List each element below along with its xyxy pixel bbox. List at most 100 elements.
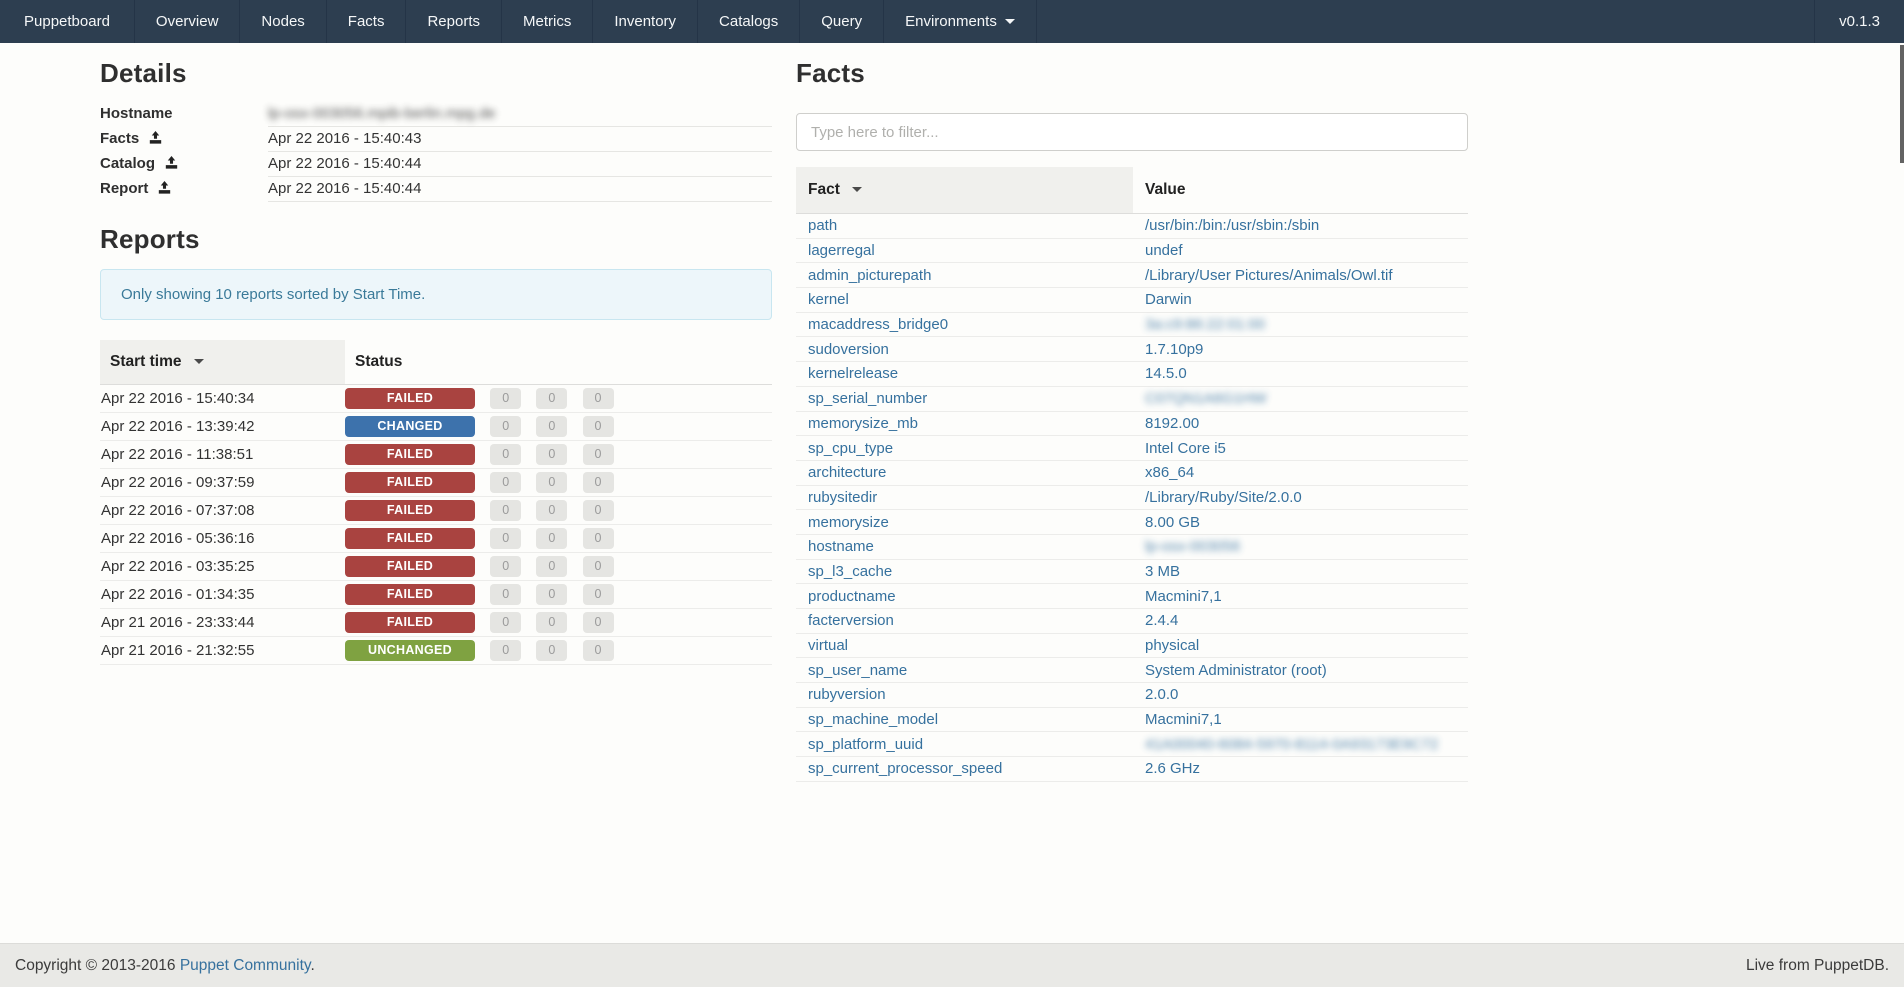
- footer-copyright-text: Copyright © 2013-2016: [15, 956, 180, 974]
- fact-name-link[interactable]: architecture: [808, 464, 887, 482]
- fact-value: System Administrator (root): [1133, 657, 1468, 684]
- nav-item-catalogs[interactable]: Catalogs: [698, 0, 801, 43]
- report-status-badge: FAILED: [345, 443, 475, 465]
- nav-item-query[interactable]: Query: [800, 0, 885, 43]
- nav-environments-dropdown[interactable]: Environments: [884, 0, 1037, 43]
- fact-name-link[interactable]: facterversion: [808, 612, 894, 630]
- reports-title: Reports: [100, 223, 200, 254]
- report-metric-count: 0: [490, 527, 522, 549]
- report-row: Apr 21 2016 - 23:33:44 FAILED 0 0 0: [100, 608, 772, 637]
- nav-item-metrics[interactable]: Metrics: [502, 0, 594, 43]
- fact-value: 3 MB: [1133, 559, 1468, 585]
- report-status-cell: FAILED 0 0 0: [345, 468, 772, 497]
- report-metric-count: 0: [536, 555, 568, 577]
- fact-name-link[interactable]: macaddress_bridge0: [808, 316, 949, 334]
- fact-value: /Library/User Pictures/Animals/Owl.tif: [1133, 262, 1468, 289]
- fact-value: C07QN1A6G1HW: [1133, 386, 1468, 412]
- fact-value: Darwin: [1133, 287, 1468, 313]
- fact-value: undef: [1133, 238, 1468, 264]
- nav-item-nodes[interactable]: Nodes: [240, 0, 327, 43]
- report-metric-count: 0: [490, 611, 522, 633]
- column-header-start-time[interactable]: Start time: [100, 339, 345, 385]
- report-metric-count: 0: [582, 499, 614, 521]
- right-column: Facts Fact Value path /usr/bin:/bin:/usr…: [796, 43, 1468, 782]
- upload-icon[interactable]: [149, 131, 162, 144]
- facts-filter-input[interactable]: [796, 113, 1468, 151]
- report-status-cell: FAILED 0 0 0: [345, 552, 772, 581]
- fact-row: kernel Darwin: [796, 287, 1468, 313]
- details-value: Apr 22 2016 - 15:40:43: [268, 126, 772, 152]
- fact-name-link[interactable]: sp_serial_number: [808, 390, 928, 408]
- facts-table: Fact Value path /usr/bin:/bin:/usr/sbin:…: [796, 167, 1468, 782]
- report-metric-count: 0: [536, 415, 568, 437]
- report-row: Apr 22 2016 - 05:36:16 FAILED 0 0 0: [100, 524, 772, 553]
- report-metric-count: 0: [582, 555, 614, 577]
- column-header-status[interactable]: Status: [345, 339, 772, 385]
- report-metric-count: 0: [490, 415, 522, 437]
- fact-name-link[interactable]: path: [808, 217, 838, 235]
- fact-name-link[interactable]: sp_machine_model: [808, 711, 939, 729]
- nav-item-overview[interactable]: Overview: [135, 0, 241, 43]
- report-start-time: Apr 22 2016 - 01:34:35: [100, 580, 345, 609]
- fact-name-link[interactable]: memorysize_mb: [808, 414, 919, 432]
- fact-row: sp_machine_model Macmini7,1: [796, 707, 1468, 733]
- nav-item-reports[interactable]: Reports: [406, 0, 502, 43]
- fact-row: hostname lp-osx-003056: [796, 534, 1468, 560]
- column-header-value[interactable]: Value: [1133, 167, 1468, 214]
- report-metric-count: 0: [582, 415, 614, 437]
- puppet-community-link[interactable]: Puppet Community: [179, 956, 311, 974]
- fact-name-link[interactable]: admin_picturepath: [808, 266, 932, 284]
- upload-icon[interactable]: [165, 156, 178, 169]
- fact-value: lp-osx-003056: [1133, 534, 1468, 560]
- report-metric-count: 0: [490, 443, 522, 465]
- reports-table: Start time Status Apr 22 2016 - 15:40:34…: [100, 339, 772, 665]
- fact-value: 3a:c9:86:22:01:00: [1133, 312, 1468, 338]
- navbar-version: v0.1.3: [1814, 0, 1904, 43]
- nav-item-facts[interactable]: Facts: [327, 0, 407, 43]
- fact-row: architecture x86_64: [796, 460, 1468, 486]
- fact-name-link[interactable]: kernel: [808, 291, 849, 309]
- report-metric-count: 0: [490, 387, 522, 409]
- fact-value: x86_64: [1133, 460, 1468, 486]
- report-metric-count: 0: [536, 639, 568, 661]
- fact-row: memorysize_mb 8192.00: [796, 411, 1468, 437]
- nav-item-inventory[interactable]: Inventory: [593, 0, 699, 43]
- navbar: Puppetboard Overview Nodes Facts Reports Met…: [0, 0, 1904, 43]
- sort-caret-icon: [852, 187, 863, 193]
- fact-name-link[interactable]: kernelrelease: [808, 365, 899, 383]
- fact-name-link[interactable]: productname: [808, 587, 896, 605]
- report-row: Apr 22 2016 - 09:37:59 FAILED 0 0 0: [100, 468, 772, 497]
- report-metric-count: 0: [536, 471, 568, 493]
- fact-name-link[interactable]: sp_user_name: [808, 661, 908, 679]
- report-status-badge: FAILED: [345, 527, 475, 549]
- vertical-scrollbar[interactable]: [1900, 45, 1904, 163]
- column-header-fact[interactable]: Fact: [796, 167, 1133, 214]
- fact-name-link[interactable]: sudoversion: [808, 340, 889, 358]
- report-metric-count: 0: [582, 443, 614, 465]
- upload-icon[interactable]: [158, 181, 171, 194]
- fact-name-link[interactable]: sp_current_processor_speed: [808, 760, 1003, 778]
- fact-value: Macmini7,1: [1133, 583, 1468, 609]
- fact-value: 8.00 GB: [1133, 509, 1468, 535]
- fact-name-link[interactable]: lagerregal: [808, 242, 875, 260]
- fact-name-link[interactable]: hostname: [808, 538, 874, 556]
- fact-name-link[interactable]: rubyversion: [808, 686, 886, 704]
- fact-name-link[interactable]: sp_cpu_type: [808, 439, 894, 457]
- report-status-badge: FAILED: [345, 611, 475, 633]
- report-metric-count: 0: [582, 639, 614, 661]
- navbar-brand[interactable]: Puppetboard: [0, 0, 135, 43]
- details-row: Facts Apr 22 2016 - 15:40:43: [100, 126, 772, 152]
- report-start-time: Apr 22 2016 - 03:35:25: [100, 552, 345, 581]
- report-metric-count: 0: [582, 583, 614, 605]
- fact-name-link[interactable]: rubysitedir: [808, 488, 878, 506]
- fact-name-link[interactable]: sp_platform_uuid: [808, 735, 924, 753]
- fact-row: sp_l3_cache 3 MB: [796, 559, 1468, 585]
- report-status-cell: FAILED 0 0 0: [345, 440, 772, 469]
- fact-name-link[interactable]: memorysize: [808, 513, 889, 531]
- fact-row: sp_user_name System Administrator (root): [796, 657, 1468, 684]
- fact-name-link[interactable]: virtual: [808, 637, 849, 655]
- fact-value: 2.6 GHz: [1133, 756, 1468, 782]
- report-metric-count: 0: [490, 583, 522, 605]
- fact-name-link[interactable]: sp_l3_cache: [808, 562, 893, 580]
- facts-title: Facts: [796, 58, 865, 88]
